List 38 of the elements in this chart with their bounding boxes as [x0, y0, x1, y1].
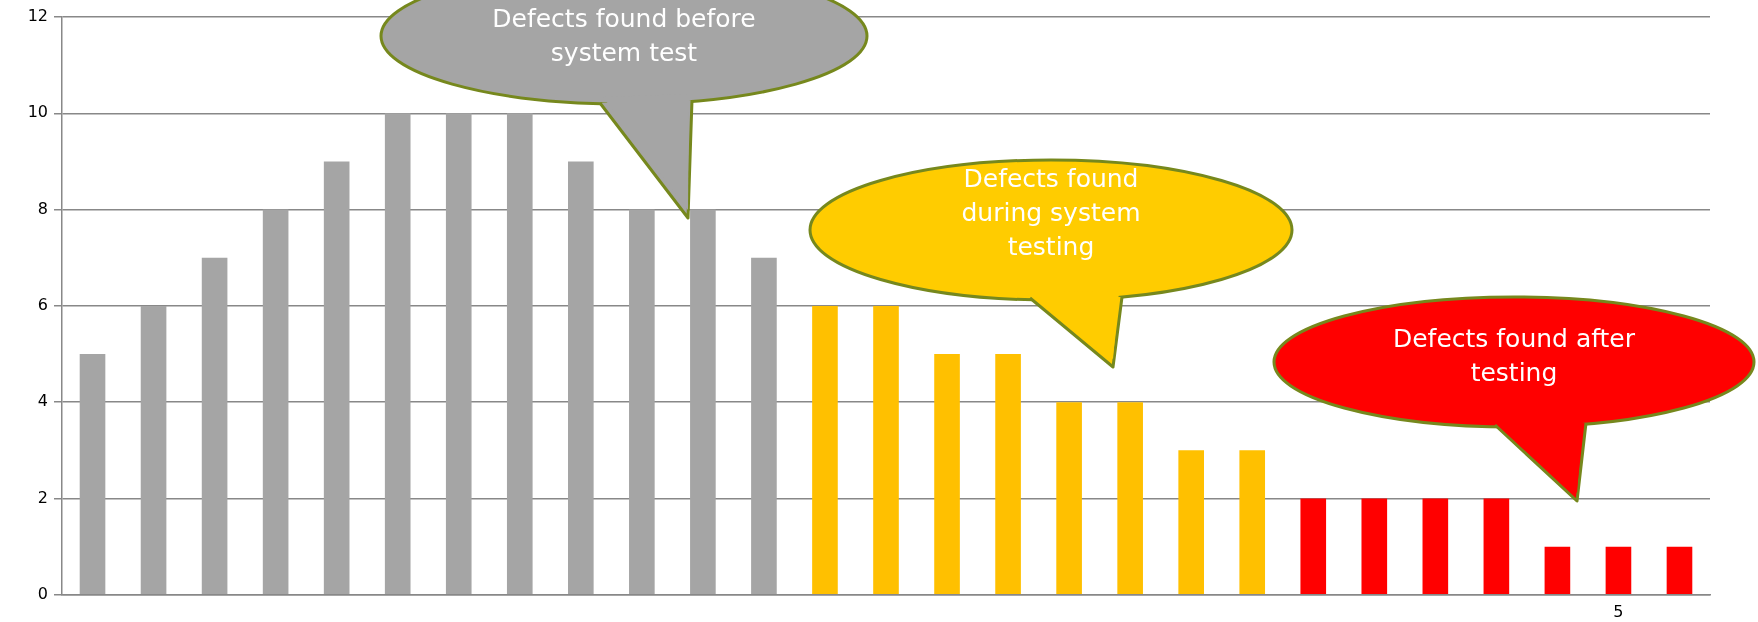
bar: [262, 209, 289, 595]
bar: [1422, 498, 1449, 595]
bar: [1178, 450, 1204, 595]
bar: [995, 354, 1021, 595]
bar: [201, 257, 228, 595]
bar: [1056, 402, 1082, 595]
bar: [751, 257, 777, 595]
bar: [445, 113, 472, 595]
y-tick-label: 8: [37, 198, 48, 218]
bar: [323, 161, 350, 595]
bar: [1605, 546, 1632, 595]
bar: [812, 305, 838, 595]
y-tick-label: 10: [27, 102, 48, 122]
y-tick-label: 2: [37, 487, 48, 507]
bar: [934, 354, 960, 595]
bar: [629, 209, 655, 595]
bar: [1300, 498, 1327, 595]
annotation: Defects found before system test: [491, 3, 757, 69]
y-tick-label: 6: [37, 295, 48, 315]
bar: [1361, 498, 1388, 595]
bar: [79, 354, 106, 595]
bar: [568, 161, 594, 595]
bar: [1239, 450, 1266, 595]
bar: [140, 305, 167, 595]
bar: [873, 305, 899, 595]
bar: [1544, 546, 1571, 595]
bar: [1483, 498, 1510, 595]
bar: [1666, 546, 1693, 595]
bar: [506, 113, 533, 595]
y-tick-label: 4: [37, 391, 48, 411]
y-tick-label: 12: [27, 6, 48, 26]
bar: [384, 113, 411, 595]
bar: [690, 209, 716, 595]
x-tick-label: 5: [1613, 601, 1624, 621]
annotation: Defects found after testing: [1391, 323, 1637, 389]
y-tick-label: 0: [37, 583, 48, 603]
annotation: Defects found during system testing: [960, 163, 1142, 263]
bar: [1117, 402, 1143, 595]
